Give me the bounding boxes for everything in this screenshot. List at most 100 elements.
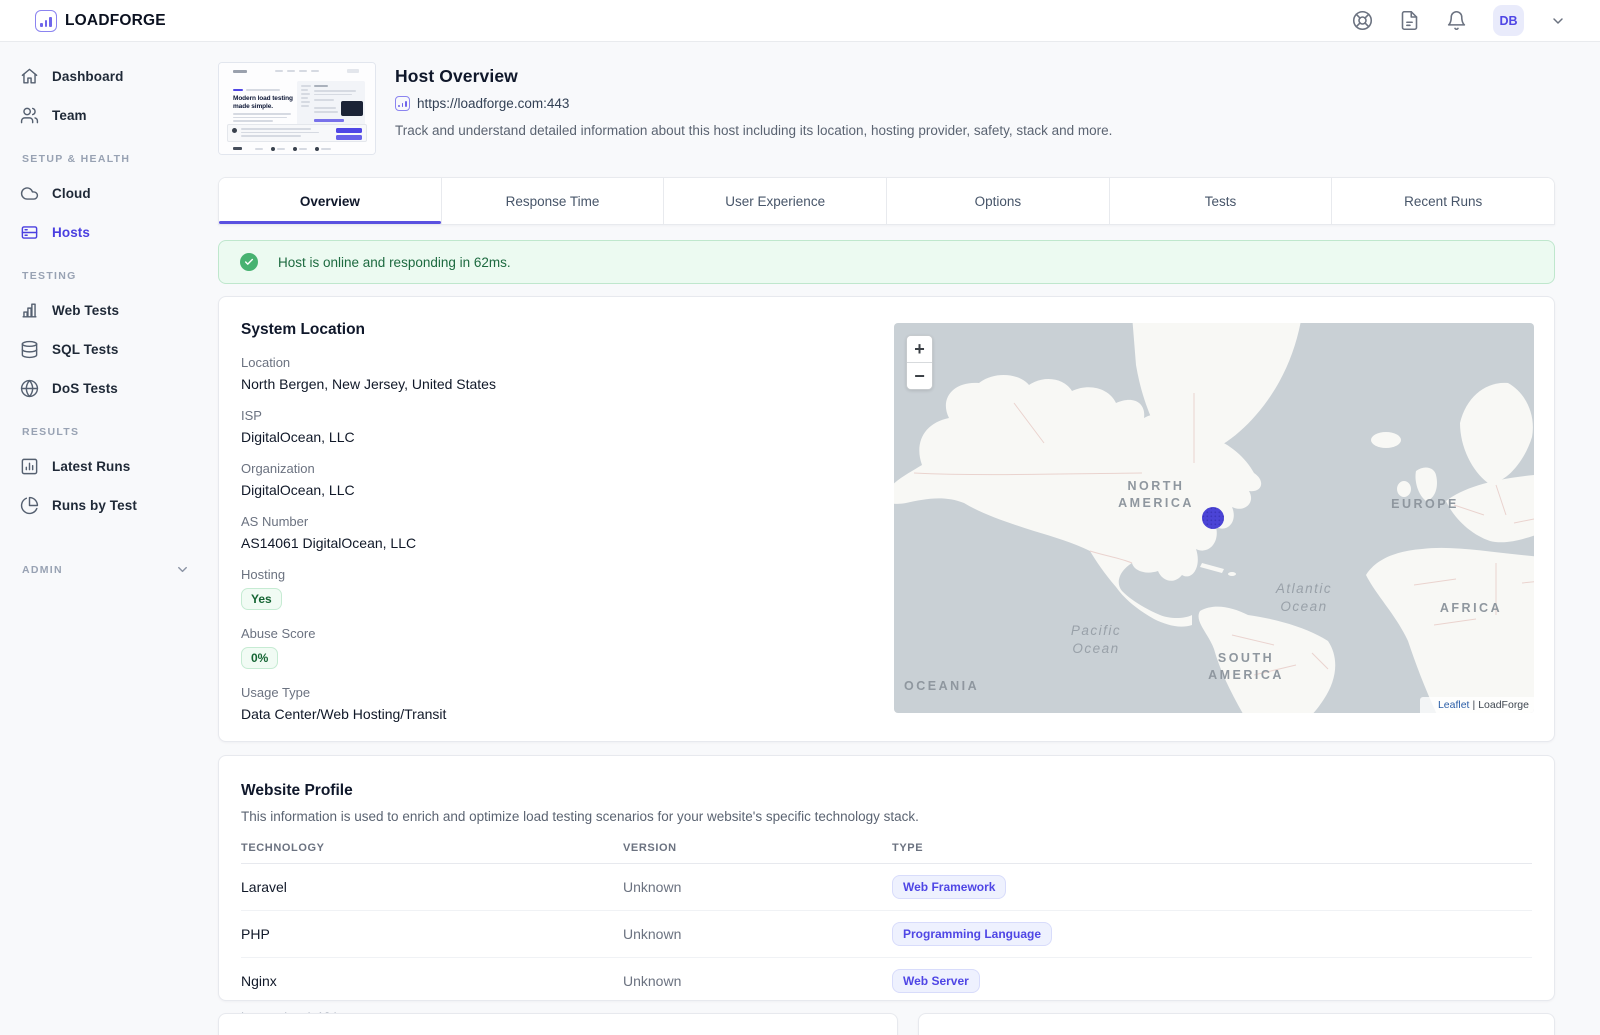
bottom-card-left [218, 1013, 898, 1035]
sidebar-item-runs-by-test[interactable]: Runs by Test [20, 493, 200, 517]
map-label-europe: EUROPE [1391, 497, 1459, 511]
sidebar-item-cloud[interactable]: Cloud [20, 181, 200, 205]
site-thumbnail[interactable]: Modern load testing made simple. [218, 62, 376, 155]
bell-icon[interactable] [1446, 10, 1467, 31]
type-badge: Web Framework [892, 875, 1007, 899]
tab-bar: Overview Response Time User Experience O… [218, 177, 1555, 225]
docs-icon[interactable] [1399, 10, 1420, 31]
attribution-separator: | [1472, 699, 1476, 711]
sidebar-item-dos-tests[interactable]: DoS Tests [20, 376, 200, 400]
sidebar-item-web-tests[interactable]: Web Tests [20, 298, 200, 322]
column-header-technology: TECHNOLOGY [241, 842, 325, 854]
zoom-in-button[interactable]: + [907, 336, 932, 362]
zoom-out-button[interactable]: − [907, 363, 932, 389]
zoom-control-divider [907, 362, 932, 363]
map-label-north-america: NORTH AMERICA [1118, 479, 1194, 510]
loadforge-logo[interactable]: LOADFORGE [35, 9, 166, 32]
field-value: Data Center/Web Hosting/Transit [241, 706, 447, 722]
tab-label: Tests [1204, 193, 1237, 209]
sidebar-item-label: DoS Tests [52, 380, 118, 396]
tab-label: Recent Runs [1404, 193, 1483, 209]
account-chevron-down-icon[interactable] [1550, 13, 1566, 29]
sidebar-section-admin[interactable]: ADMIN [22, 562, 200, 577]
bottom-card-right [918, 1013, 1555, 1035]
host-header-text: Host Overview https://loadforge.com:443 … [395, 66, 1112, 138]
cloud-icon [20, 186, 39, 200]
website-profile-card: Website Profile This information is used… [218, 755, 1555, 1024]
logo-text: LOADFORGE [65, 12, 166, 30]
field-organization: Organization DigitalOcean, LLC [241, 461, 1534, 498]
field-abuse-score: Abuse Score 0% [241, 626, 1534, 669]
help-icon[interactable] [1352, 10, 1373, 31]
map-label-africa: AFRICA [1439, 601, 1503, 615]
field-label: Hosting [241, 567, 286, 582]
sidebar-item-sql-tests[interactable]: SQL Tests [20, 337, 200, 361]
tab-tests[interactable]: Tests [1109, 178, 1333, 224]
status-message: Host is online and responding in 62ms. [278, 254, 511, 270]
database-icon [21, 340, 38, 358]
pie-chart-icon [20, 496, 39, 514]
field-as-number: AS Number AS14061 DigitalOcean, LLC [241, 514, 1534, 551]
server-icon [21, 225, 38, 239]
sidebar-item-team[interactable]: Team [20, 103, 200, 127]
map-label-atlantic-ocean: Atlantic Ocean [1275, 581, 1333, 614]
tab-recent-runs[interactable]: Recent Runs [1332, 178, 1554, 224]
sidebar-item-hosts[interactable]: Hosts [20, 220, 200, 244]
home-icon [21, 68, 38, 84]
section-label: TESTING [22, 270, 77, 282]
sidebar-section-setup-health: SETUP & HEALTH [22, 153, 200, 165]
column-header-version: VERSION [623, 842, 677, 854]
host-url: https://loadforge.com:443 [417, 96, 570, 111]
active-tab-indicator [219, 221, 441, 224]
field-isp: ISP DigitalOcean, LLC [241, 408, 1534, 445]
website-profile-subtitle: This information is used to enrich and o… [241, 809, 919, 824]
tab-label: Response Time [505, 193, 600, 209]
system-location-card: System Location Location North Bergen, N… [218, 296, 1555, 742]
status-banner: Host is online and responding in 62ms. [218, 240, 1555, 284]
technology-cell: PHP [241, 926, 270, 942]
section-label: ADMIN [22, 563, 63, 576]
thumbnail-code-block [341, 101, 363, 116]
tab-options[interactable]: Options [887, 178, 1110, 224]
avatar[interactable]: DB [1493, 5, 1524, 36]
tab-user-experience[interactable]: User Experience [664, 178, 888, 224]
technology-cell: Nginx [241, 973, 277, 989]
bar-chart-icon [22, 302, 37, 318]
map-label-oceania: OCEANIA [904, 679, 980, 693]
field-location: Location North Bergen, New Jersey, Unite… [241, 355, 1534, 392]
logo-chart-icon [35, 9, 57, 32]
column-header-type: TYPE [892, 842, 924, 854]
field-label: AS Number [241, 514, 309, 529]
type-badge: Programming Language [892, 922, 1053, 946]
field-value: DigitalOcean, LLC [241, 429, 355, 445]
version-cell: Unknown [623, 973, 682, 989]
site-thumbnail-preview: Modern load testing made simple. [219, 63, 375, 154]
location-map[interactable]: NORTH AMERICA EUROPE AFRICA Atlantic Ocean… [894, 323, 1534, 713]
chart-square-icon [21, 458, 38, 474]
users-icon [20, 107, 39, 123]
table-row: PHP Unknown Programming Language [241, 911, 1532, 958]
technology-table: TECHNOLOGY VERSION TYPE Laravel Unknown … [241, 842, 1532, 1004]
sidebar-item-dashboard[interactable]: Dashboard [20, 64, 200, 88]
tab-label: User Experience [725, 193, 826, 209]
sidebar-item-label: Web Tests [52, 302, 120, 318]
tab-label: Overview [299, 193, 360, 209]
sidebar-item-label: Hosts [52, 224, 91, 240]
leaflet-link[interactable]: Leaflet [1437, 699, 1470, 711]
globe-icon [20, 379, 39, 397]
ukraine-flag-icon [1424, 701, 1435, 709]
sidebar-section-results: RESULTS [22, 426, 200, 438]
map-land-shapes [894, 323, 1534, 713]
tab-overview[interactable]: Overview [219, 178, 442, 224]
sidebar-item-label: Dashboard [52, 68, 124, 84]
sidebar-item-label: Team [52, 107, 87, 123]
chevron-down-icon[interactable] [175, 562, 190, 577]
field-label: Abuse Score [241, 626, 316, 641]
abuse-score-badge: 0% [241, 647, 279, 669]
tab-response-time[interactable]: Response Time [441, 178, 665, 224]
host-description: Track and understand detailed informatio… [395, 123, 1113, 138]
sidebar-item-label: Runs by Test [52, 497, 137, 513]
field-value: North Bergen, New Jersey, United States [241, 376, 496, 392]
sidebar-item-latest-runs[interactable]: Latest Runs [20, 454, 200, 478]
sidebar-item-label: SQL Tests [52, 341, 119, 357]
